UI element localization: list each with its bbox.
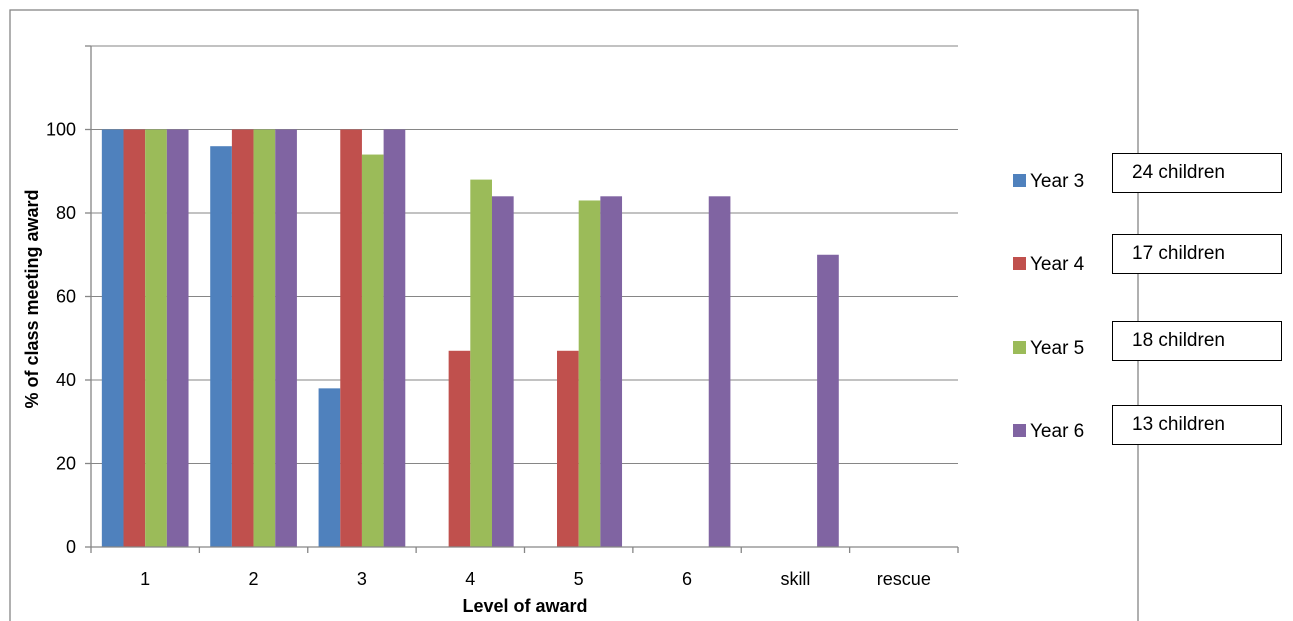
y-tick-label-20: 20	[56, 454, 76, 474]
y-tick-label-40: 40	[56, 370, 76, 390]
bar-year-6-1	[166, 129, 189, 547]
legend: Year 3 Year 4 Year 5 Year 6	[1013, 171, 1085, 442]
bar-year-4-1	[123, 129, 146, 547]
y-axis-title: % of class meeting award	[22, 189, 42, 408]
y-tick-label-60: 60	[56, 287, 76, 307]
bar-year-6-3	[383, 129, 406, 547]
legend-label-year-5: Year 5	[1030, 338, 1084, 359]
bar-year-4-4	[448, 350, 471, 547]
x-tick-label-4: 4	[465, 569, 475, 589]
bar-year-4-2	[231, 129, 254, 547]
tick-labels: 0 20 40 60 80 100 1 2 3 4 5 6 skill rescue	[46, 120, 931, 590]
x-tick-label-skill: skill	[780, 569, 810, 589]
bar-year-5-5	[578, 200, 601, 547]
x-tick-label-2: 2	[249, 569, 259, 589]
bar-year-3-1	[101, 129, 124, 547]
y-tick-label-0: 0	[66, 537, 76, 557]
bar-year-6-2	[275, 129, 297, 547]
legend-label-year-4: Year 4	[1030, 254, 1085, 275]
annotation-year-6-count: 13 children	[1112, 405, 1282, 445]
bar-year-6-skill	[817, 254, 839, 547]
annotation-year-4-count: 17 children	[1112, 234, 1282, 274]
axes	[85, 45, 959, 553]
bar-year-3-2	[210, 146, 232, 547]
bar-year-5-1	[145, 129, 167, 547]
bar-year-3-3	[318, 388, 341, 547]
bar-year-5-3	[361, 154, 384, 548]
bar-year-4-3	[340, 129, 362, 547]
legend-label-year-6: Year 6	[1030, 421, 1084, 442]
bar-year-6-6	[708, 196, 731, 548]
legend-swatch-year-5	[1013, 341, 1026, 354]
x-tick-label-6: 6	[682, 569, 692, 589]
bars	[101, 129, 839, 548]
legend-swatch-year-6	[1013, 424, 1026, 437]
x-tick-label-3: 3	[357, 569, 367, 589]
legend-swatch-year-3	[1013, 174, 1026, 187]
bar-year-4-5	[557, 350, 579, 547]
legend-label-year-3: Year 3	[1030, 171, 1084, 192]
x-tick-label-rescue: rescue	[877, 569, 931, 589]
x-tick-label-5: 5	[574, 569, 584, 589]
x-axis-title: Level of award	[462, 596, 587, 616]
y-tick-label-100: 100	[46, 120, 76, 140]
y-tick-label-80: 80	[56, 203, 76, 223]
bar-year-6-5	[600, 196, 623, 548]
annotation-year-5-count: 18 children	[1112, 321, 1282, 361]
bar-year-5-2	[253, 129, 276, 547]
bar-year-5-4	[470, 179, 492, 547]
bar-year-6-4	[491, 196, 514, 548]
annotation-year-3-count: 24 children	[1112, 153, 1282, 193]
x-tick-label-1: 1	[140, 569, 150, 589]
legend-swatch-year-4	[1013, 257, 1026, 270]
